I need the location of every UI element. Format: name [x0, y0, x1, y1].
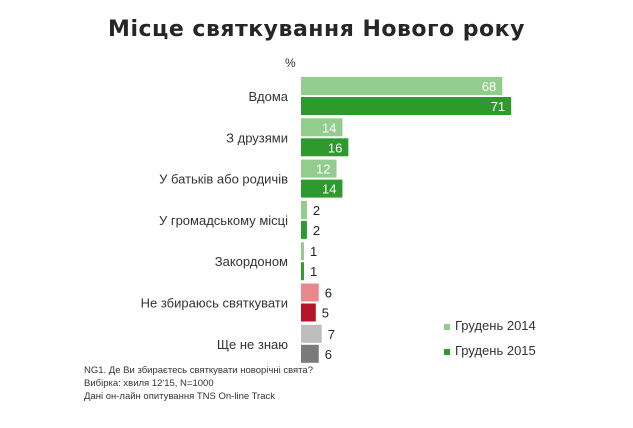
footnote-sample: Вибірка: хвиля 12'15, N=1000: [84, 378, 214, 389]
legend-item-2014: Грудень 2014: [444, 318, 536, 333]
unit-label: %: [285, 56, 296, 70]
data-label: 68: [482, 79, 496, 94]
bar: [301, 324, 322, 343]
data-label: 5: [322, 306, 329, 321]
legend-label-2015: Грудень 2015: [455, 343, 536, 358]
data-label: 12: [316, 162, 330, 177]
footnote-question: NG1. Де Ви збираєтесь святкувати новоріч…: [84, 365, 313, 376]
category-label: Не збираюсь святкувати: [141, 296, 288, 311]
data-label: 14: [322, 182, 336, 197]
category-label: У громадському місці: [159, 213, 288, 228]
data-label: 6: [325, 286, 332, 301]
bar: [301, 159, 337, 178]
chart-title: Місце святкування Нового року: [108, 17, 525, 42]
bar: [301, 200, 307, 219]
bar: [301, 138, 349, 157]
bar: [301, 344, 319, 363]
bar: [301, 283, 319, 302]
data-label: 2: [313, 203, 320, 218]
footnote-source: Дані он-лайн опитування TNS On-line Trac…: [84, 391, 275, 402]
category-label: Вдома: [248, 89, 288, 104]
bar: [301, 118, 343, 137]
data-label: 1: [310, 244, 317, 259]
bar: [301, 303, 316, 322]
category-label: У батьків або родичів: [159, 172, 288, 187]
data-label: 14: [322, 120, 336, 135]
category-label: Закордоном: [215, 254, 288, 269]
bar: [301, 97, 512, 115]
bar: [301, 220, 307, 239]
legend-label-2014: Грудень 2014: [455, 318, 536, 333]
legend-swatch-2015: [444, 348, 450, 355]
data-label: 2: [313, 223, 320, 238]
legend-swatch-2014: [444, 323, 450, 330]
data-label: 16: [328, 140, 342, 155]
legend-item-2015: Грудень 2015: [444, 343, 536, 358]
bar: [301, 77, 503, 95]
category-label: З друзями: [226, 130, 288, 145]
data-label: 71: [491, 99, 505, 114]
footnotes: NG1. Де Ви збираєтесь святкувати новоріч…: [84, 364, 313, 403]
bar: [301, 179, 343, 198]
bar: [301, 242, 304, 261]
data-label: 6: [325, 347, 332, 362]
bar: [301, 262, 304, 281]
data-label: 7: [328, 327, 335, 342]
data-label: 1: [310, 264, 317, 279]
category-label: Ще не знаю: [217, 337, 288, 352]
